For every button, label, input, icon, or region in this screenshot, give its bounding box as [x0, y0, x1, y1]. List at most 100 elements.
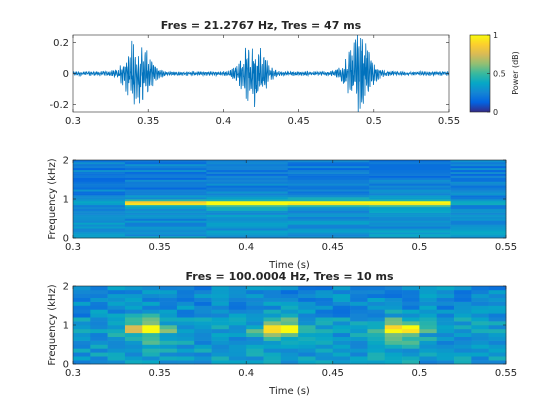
spectrogram-cell: [332, 321, 351, 326]
spectrogram-cell: [450, 177, 507, 180]
spectrogram-cell: [450, 222, 507, 225]
spectrogram-cell: [367, 344, 386, 349]
spectrogram-cell: [142, 336, 160, 341]
spectrogram-cell: [73, 214, 126, 217]
spectrogram-cell: [471, 317, 489, 322]
spectrogram-cell: [369, 169, 451, 172]
spectrogram-cell: [332, 289, 351, 295]
spectrogram-cell: [280, 325, 299, 330]
spectrogram-cell: [107, 328, 126, 334]
spectrogram-cell: [287, 208, 370, 211]
spectrogram-cell: [124, 173, 207, 176]
spectrogram-cell: [298, 325, 316, 330]
spectrogram-cell: [246, 293, 264, 298]
spectrogram-cell: [315, 360, 334, 365]
spectrogram-cell: [206, 177, 289, 180]
spectrogram-cell: [194, 344, 212, 349]
spectrogram-cell: [159, 356, 178, 361]
spectrogram-cell: [287, 175, 370, 178]
spectrogram-cell: [142, 356, 160, 361]
spectrogram-cell: [332, 325, 351, 330]
spectrogram-cell: [194, 352, 212, 357]
spectrogram-cell: [246, 340, 264, 345]
spectrogram-cell: [124, 161, 207, 165]
spectrogram-cell: [124, 163, 207, 167]
spectrogram-cell: [287, 230, 370, 233]
spectrogram-cell: [287, 163, 370, 167]
spectrogram-cell: [298, 293, 316, 298]
spectrogram-cell: [367, 321, 386, 326]
spectrogram-cell: [488, 305, 507, 310]
spectrogram-cell: [280, 289, 299, 295]
spectrogram-cell: [350, 325, 368, 330]
spectrogram-cell: [402, 305, 420, 310]
spectrogram-cell: [206, 173, 289, 176]
spectrogram-cell: [142, 305, 160, 310]
spectrogram-cell: [315, 297, 334, 302]
spectrogram-cell: [246, 301, 264, 306]
spectrogram-cell: [332, 293, 351, 298]
spectrogram-cell: [369, 191, 451, 194]
spectrogram-cell: [419, 352, 438, 357]
spectrogram-cell: [107, 336, 126, 341]
spectrogram-cell: [206, 169, 289, 172]
spectrogram-cell: [369, 163, 451, 167]
spectrogram-cell: [73, 301, 91, 306]
spectrogram-cell: [228, 313, 247, 318]
spectrogram-cell: [263, 321, 282, 326]
spectrogram-cell: [350, 340, 368, 345]
spectrogram-cell: [454, 301, 472, 306]
spectrogram-cell: [206, 224, 289, 227]
spectrogram-cell: [332, 336, 351, 341]
spectrogram-cell: [287, 160, 370, 163]
spectrogram-cell: [107, 301, 126, 306]
spectrogram-cell: [107, 325, 126, 330]
spectrogram-cell: [280, 328, 299, 334]
waveform-line: [73, 35, 449, 112]
spectrogram-cell: [488, 332, 507, 337]
spectrogram-cell: [332, 297, 351, 302]
spectrogram-cell: [263, 328, 282, 334]
spectrogram-cell: [332, 340, 351, 345]
spectrogram-cell: [287, 191, 370, 194]
spectrogram-fine-title: Fres = 100.0004 Hz, Tres = 10 ms: [185, 270, 394, 283]
spectrogram-cell: [176, 286, 195, 291]
spectrogram-cell: [332, 348, 351, 353]
spectrogram-cell: [73, 202, 126, 206]
spectrogram-cell: [287, 187, 370, 190]
spectrogram-cell: [471, 340, 489, 345]
spectrogram-cell: [73, 185, 126, 188]
x-tick-label: 0.4: [238, 368, 254, 379]
spectrogram-cell: [206, 230, 289, 233]
spectrogram-cell: [246, 317, 264, 322]
spectrogram-cell: [176, 332, 195, 337]
spectrogram-cell: [298, 286, 316, 291]
spectrogram-cell: [124, 160, 207, 163]
waveform-subplot: Fres = 21.2767 Hz, Tres = 47 ms 0.3 0.35 0…: [49, 19, 460, 127]
spectrogram-cell: [450, 202, 507, 206]
spectrogram-cell: [298, 352, 316, 357]
spectrogram-cell: [142, 321, 160, 326]
x-tick-label: 0.4: [215, 116, 231, 127]
spectrogram-cell: [73, 228, 126, 231]
spectrogram-cell: [194, 348, 212, 353]
spectrogram-cell: [402, 340, 420, 345]
spectrogram-cell: [488, 352, 507, 357]
spectrogram-cell: [369, 222, 451, 225]
spectrogram-cell: [367, 352, 386, 357]
spectrogram-cell: [450, 199, 507, 202]
spectrogram-cell: [90, 352, 108, 357]
spectrogram-cell: [419, 328, 438, 334]
spectrogram-cell: [488, 321, 507, 326]
spectrogram-cell: [73, 208, 126, 211]
spectrogram-cell: [369, 236, 451, 239]
spectrogram-cell: [450, 226, 507, 229]
spectrogram-cell: [287, 232, 370, 235]
spectrogram-cell: [369, 212, 451, 215]
spectrogram-cell: [384, 301, 403, 306]
spectrogram-cell: [206, 210, 289, 213]
spectrogram-cell: [73, 193, 126, 196]
spectrogram-cell: [454, 293, 472, 298]
spectrogram-fine-subplot: Fres = 100.0004 Hz, Tres = 10 ms 0.3 0.35…: [47, 270, 517, 397]
spectrogram-cell: [488, 317, 507, 322]
